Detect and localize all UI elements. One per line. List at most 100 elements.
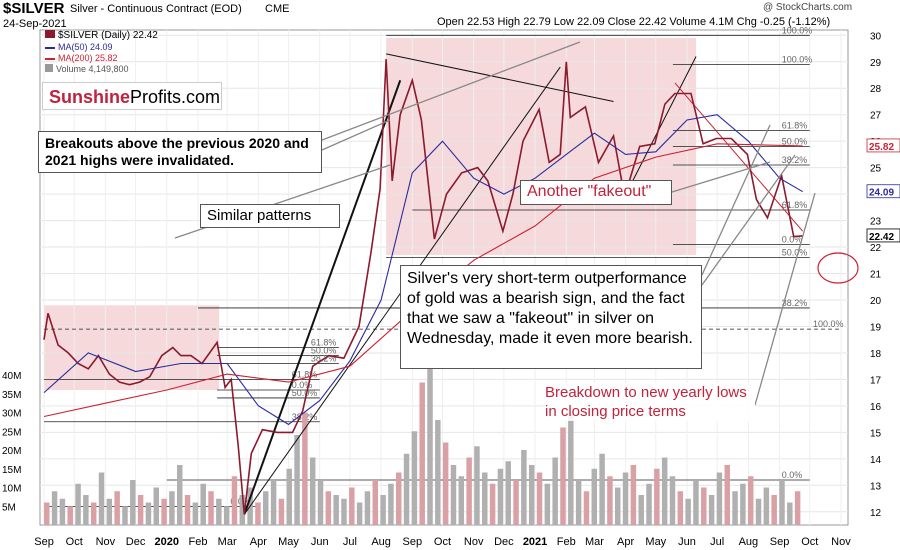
price-tick-label: 16 — [870, 402, 882, 413]
price-tick-label: 30 — [870, 31, 882, 42]
volume-bar — [787, 502, 793, 525]
trendline — [624, 56, 697, 197]
x-tick-label: Jun — [678, 536, 696, 548]
pointer-fakeout — [671, 161, 771, 193]
volume-bar — [90, 502, 97, 525]
volume-bar — [747, 476, 754, 525]
x-tick-label: Sep — [770, 536, 790, 548]
ohlc-readout: Open 22.53 High 22.79 Low 22.09 Close 22… — [437, 16, 831, 28]
volume-bar — [294, 435, 300, 525]
volume-bar — [740, 483, 746, 525]
trendline — [243, 79, 402, 515]
x-tick-label: 2021 — [523, 536, 547, 548]
price-tick-label: 29 — [870, 58, 882, 69]
fib-level-label: 100.0% — [813, 319, 844, 329]
chart-date: 24-Sep-2021 — [3, 18, 67, 30]
volume-bar — [599, 453, 605, 525]
volume-bar — [372, 480, 379, 525]
volume-tick-label: 25M — [2, 427, 21, 438]
volume-bar — [137, 495, 144, 525]
fib-level-label: 0.0% — [782, 234, 803, 244]
volume-bar — [333, 495, 339, 525]
x-tick-label: Jun — [311, 536, 329, 548]
price-tick-label: 25 — [870, 164, 882, 175]
volume-bar — [583, 491, 590, 525]
volume-bar — [505, 461, 511, 525]
volume-bar — [192, 502, 199, 525]
sunshine-profits-logo: SunshineProfits.com — [42, 82, 222, 110]
volume-bar — [200, 483, 206, 525]
price-tick-label: 27 — [870, 111, 882, 122]
volume-bar — [317, 480, 324, 525]
volume-bar — [302, 412, 308, 525]
callout-main-comment: Silver's very short-term outperformance … — [400, 265, 702, 369]
volume-bar — [435, 420, 441, 525]
right-value-label: 22.42 — [869, 232, 894, 243]
volume-bar — [395, 472, 402, 525]
x-tick-label: 2020 — [155, 536, 179, 548]
right-value-labels: 22.42 24.09 25.82 — [866, 138, 900, 243]
volume-bar — [325, 491, 332, 525]
x-tick-label: Sep — [34, 536, 54, 548]
x-tick-label: Oct — [66, 536, 83, 548]
volume-bar — [685, 498, 691, 525]
fib-level-label: 50.0% — [292, 388, 318, 398]
volume-bar — [208, 491, 214, 525]
series-line-ma50 — [43, 114, 803, 426]
volume-bar — [51, 491, 58, 525]
x-tick-label: Jul — [710, 536, 724, 548]
x-tick-label: Dec — [494, 536, 514, 548]
volume-bar — [646, 483, 652, 525]
x-tick-label: May — [645, 536, 666, 548]
callout-similar-patterns: Similar patterns — [200, 204, 340, 228]
price-tick-label: 12 — [870, 508, 882, 519]
right-label-box — [866, 138, 900, 153]
volume-bar — [341, 498, 347, 525]
volume-bar — [622, 472, 629, 525]
volume-bar — [44, 502, 50, 525]
y-axis-price: 12131415161718192021222324252627282930 — [870, 31, 882, 518]
volume-bar — [419, 382, 425, 525]
volume-bar — [677, 491, 684, 525]
fib-level-label: 100.0% — [782, 25, 813, 35]
fib-level-label: 61.8% — [292, 369, 318, 379]
volume-bar — [513, 480, 519, 525]
volume-bar — [544, 483, 551, 525]
volume-bar — [169, 491, 175, 525]
price-tick-label: 23 — [870, 217, 882, 228]
fib-level-label: 61.8% — [311, 338, 337, 348]
volume-bar — [552, 457, 558, 525]
x-tick-label: Jul — [343, 536, 357, 548]
volume-bar — [560, 427, 566, 525]
fib-level-label: 100.0% — [782, 54, 813, 64]
volume-bar — [716, 472, 723, 525]
volume-bar — [239, 495, 246, 525]
fib-level-label: 38.2% — [782, 155, 808, 165]
volume-bar — [114, 491, 120, 525]
price-tick-label: 20 — [870, 296, 882, 307]
volume-bar — [59, 498, 66, 525]
volume-bar — [356, 502, 363, 525]
price-tick-label: 22 — [870, 243, 882, 254]
volume-bar — [497, 468, 504, 525]
volume-bar — [403, 453, 410, 525]
volume-bar — [591, 468, 598, 525]
volume-bar — [575, 480, 582, 525]
volume-tick-label: 5M — [2, 502, 16, 513]
volume-bar — [458, 476, 465, 525]
fib-level-label: 0.0% — [292, 380, 313, 390]
callout-breakdown: Breakdown to new yearly lows in closing … — [545, 383, 755, 421]
pointer-main-1 — [701, 124, 771, 276]
volume-bar — [693, 480, 699, 525]
volume-bar — [176, 465, 183, 525]
volume-bar — [607, 476, 613, 525]
volume-bar — [442, 442, 449, 525]
x-tick-label: Apr — [617, 536, 634, 548]
volume-bars — [44, 367, 801, 525]
trendline — [386, 53, 614, 102]
volume-bar — [732, 491, 738, 525]
volume-tick-label: 40M — [2, 371, 21, 382]
callout-breakouts: Breakouts above the previous 2020 and 20… — [38, 131, 322, 173]
right-value-label: 24.09 — [869, 188, 894, 199]
pointer-breakdown — [754, 192, 816, 406]
